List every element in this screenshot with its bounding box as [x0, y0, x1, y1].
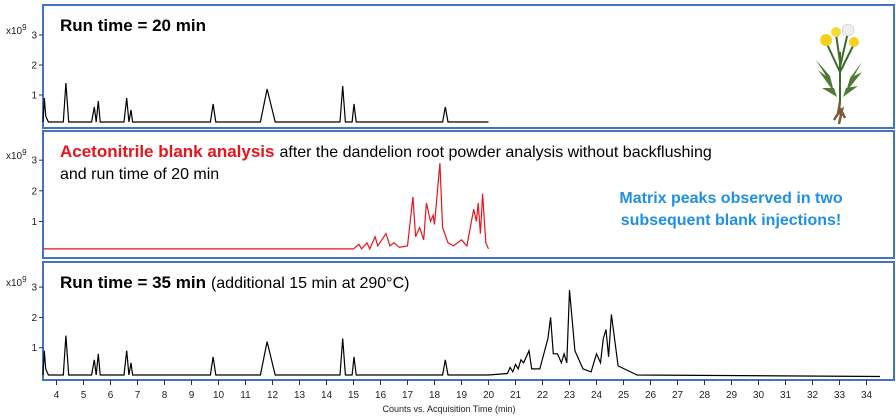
x-tick-label: 22 [537, 390, 549, 401]
x-tick-label: 33 [834, 390, 846, 401]
x-tick-label: 27 [672, 390, 684, 401]
x-tick-label: 6 [108, 390, 114, 401]
x-tick-label: 34 [861, 390, 873, 401]
dandelion-picture [816, 23, 862, 125]
y-tick-label: 2 [31, 61, 37, 72]
x-tick-label: 24 [591, 390, 603, 401]
y-tick-label: 3 [31, 283, 37, 294]
x-tick-label: 23 [564, 390, 576, 401]
y-tick-label: 1 [31, 217, 37, 228]
panel-title-bold: Run time = 20 min [60, 16, 206, 35]
panel-subtitle: and run time of 20 min [60, 166, 219, 183]
x-tick-label: 16 [375, 390, 387, 401]
panel-title: Acetonitrile blank analysis after the dan… [60, 142, 712, 161]
panel-annotation: subsequent blank injections! [621, 212, 841, 229]
y-exponent: 9 [22, 148, 27, 157]
panel-subtitle: (additional 15 min at 290°C) [211, 275, 410, 292]
x-tick-label: 10 [213, 390, 225, 401]
x-tick-label: 17 [402, 390, 414, 401]
y-tick-label: 3 [31, 156, 37, 167]
x-tick-label: 5 [81, 390, 87, 401]
x-tick-label: 32 [807, 390, 819, 401]
panel-subtitle: after the dandelion root powder analysis… [279, 144, 711, 161]
y-tick-label: 2 [31, 186, 37, 197]
x-tick-label: 4 [54, 390, 60, 401]
y-scale-label: x109 [6, 23, 27, 37]
chromatogram-trace [42, 82, 489, 123]
x-tick-label: 8 [162, 390, 168, 401]
y-exponent: 9 [22, 23, 27, 32]
y-scale-label: x109 [6, 148, 27, 162]
chromatogram-trace [43, 163, 490, 251]
chromatogram-trace [42, 290, 881, 378]
x-axis-label: Counts vs. Acquisition Time (min) [382, 404, 515, 414]
panel-frame [42, 4, 895, 129]
x-tick-label: 29 [726, 390, 738, 401]
y-scale-label: x109 [6, 275, 27, 289]
x-tick-label: 11 [240, 390, 251, 401]
y-tick-label: 3 [31, 31, 37, 42]
y-multiplier: x10 [6, 151, 23, 162]
panel-frame [42, 261, 895, 381]
x-tick-label: 21 [510, 390, 522, 401]
x-tick-label: 31 [780, 390, 792, 401]
x-tick-label: 20 [483, 390, 495, 401]
y-multiplier: x10 [6, 278, 23, 289]
panel-title: Run time = 35 min (additional 15 min at 2… [60, 273, 409, 292]
panel-annotation: Matrix peaks observed in two [619, 190, 842, 207]
x-tick-label: 7 [135, 390, 141, 401]
x-tick-label: 14 [321, 390, 333, 401]
x-tick-label: 26 [645, 390, 657, 401]
x-tick-label: 19 [456, 390, 468, 401]
y-tick-label: 1 [31, 91, 37, 102]
x-tick-label: 25 [618, 390, 630, 401]
y-tick-label: 2 [31, 313, 37, 324]
x-tick-label: 28 [699, 390, 711, 401]
y-exponent: 9 [22, 275, 27, 284]
x-tick-label: 9 [189, 390, 195, 401]
x-tick-label: 13 [294, 390, 306, 401]
x-tick-label: 15 [348, 390, 360, 401]
panel-frame [42, 130, 895, 259]
panel-title-bold: Acetonitrile blank analysis [60, 142, 274, 161]
panel-title: Run time = 20 min [60, 16, 206, 35]
x-tick-label: 18 [429, 390, 441, 401]
y-tick-label: 1 [31, 343, 37, 354]
panel-title-bold: Run time = 35 min [60, 273, 206, 292]
x-tick-label: 12 [267, 390, 279, 401]
x-tick-label: 30 [753, 390, 765, 401]
y-multiplier: x10 [6, 26, 23, 37]
